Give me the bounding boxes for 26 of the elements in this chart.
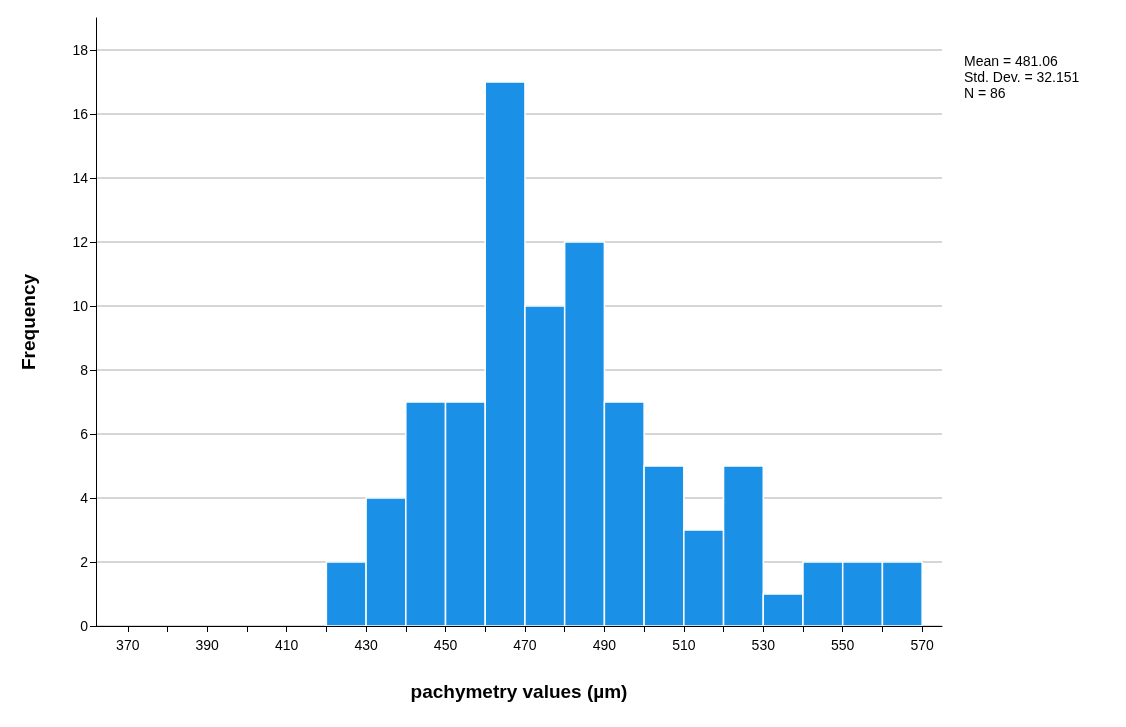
text: Mean = 481.06: [964, 53, 1059, 69]
x-tick-label: 550: [831, 637, 855, 653]
y-tick-label: 4: [80, 490, 89, 506]
y-axis-title: Frequency: [18, 273, 39, 371]
x-tick-label: 430: [354, 637, 378, 653]
y-tick-label: 8: [80, 362, 89, 378]
x-tick-label: 490: [592, 637, 617, 653]
y-tick-label: 16: [72, 106, 89, 122]
y-tick-label: 14: [72, 170, 89, 186]
y-tick-label: 0: [80, 618, 89, 634]
x-tick-label: 470: [513, 637, 537, 653]
x-tick-label: 410: [274, 637, 299, 653]
x-tick-label: 510: [672, 637, 696, 653]
y-tick-label: 10: [72, 298, 89, 314]
text: Std. Dev. = 32.151: [964, 69, 1080, 85]
y-tick-label: 12: [72, 234, 89, 250]
x-tick-label: 450: [433, 637, 458, 653]
y-tick-label: 18: [72, 42, 89, 58]
text: N = 86: [964, 85, 1006, 101]
x-tick-label: 390: [195, 637, 220, 653]
x-tick-label: 370: [116, 637, 140, 653]
x-tick-label: 570: [910, 637, 935, 653]
y-tick-label: 2: [80, 554, 89, 570]
x-tick-label: 530: [751, 637, 776, 653]
x-axis-title: pachymetry values (µm): [410, 681, 628, 702]
y-tick-label: 6: [80, 426, 89, 442]
